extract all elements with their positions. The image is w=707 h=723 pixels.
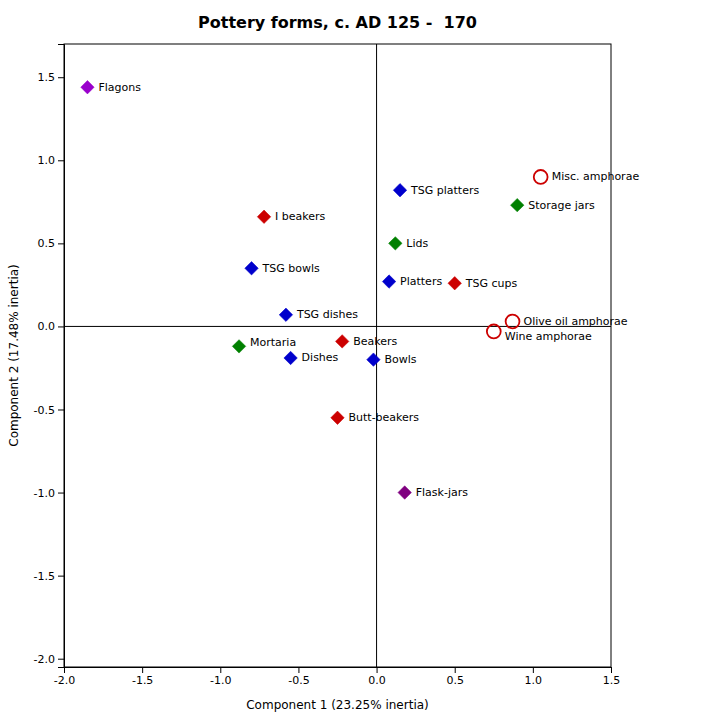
tick-mark [533, 667, 534, 673]
point-labels: Flagons I beakers TSG bowls TSG dishes Morta… [98, 81, 639, 499]
point [245, 262, 258, 275]
tick-label: 1.0 [525, 674, 543, 687]
point [81, 80, 94, 93]
point-label: Platters [400, 275, 442, 288]
point-label: TSG bowls [262, 262, 320, 275]
tick: 1.5 [38, 71, 65, 84]
point-label: TSG platters [410, 184, 479, 197]
tick-mark [58, 409, 64, 410]
tick-mark [377, 667, 378, 673]
tick-label: 1.0 [38, 154, 56, 167]
point [534, 170, 548, 184]
tick-mark [58, 659, 64, 660]
tick-mark [58, 160, 64, 161]
x-axis: -2.0 -1.5 -1.0 -0.5 0.0 0.5 1.0 1.5 [54, 667, 620, 687]
points [81, 80, 548, 499]
tick: 1.0 [38, 154, 65, 167]
point [335, 335, 348, 348]
tick: -1.0 [34, 487, 64, 500]
point [393, 183, 406, 196]
point [511, 198, 524, 211]
tick: -0.5 [34, 404, 64, 417]
point-label: Bowls [384, 353, 416, 366]
point-label: Flask-jars [416, 486, 469, 499]
y-axis-title: Component 2 (17.48% inertia) [7, 264, 21, 447]
tick-label: -0.5 [288, 674, 309, 687]
tick-label: 1.5 [38, 71, 56, 84]
tick-label: -1.5 [34, 570, 55, 583]
tick-label: -1.0 [210, 674, 231, 687]
tick-mark [220, 667, 221, 673]
point [389, 237, 402, 250]
y-axis: -2.0 -1.5 -1.0 -0.5 0.0 0.5 1.0 1.5 [34, 45, 65, 668]
point-label: Beakers [353, 335, 397, 348]
point [331, 411, 344, 424]
plot-frame [64, 44, 611, 667]
tick: -1.0 [210, 667, 231, 687]
tick-label: 1.5 [603, 674, 621, 687]
point-label: TSG cups [465, 277, 518, 290]
point-label: TSG dishes [296, 308, 358, 321]
tick-mark [455, 667, 456, 673]
tick-label: -1.5 [132, 674, 153, 687]
point-label: Olive oil amphorae [524, 315, 628, 328]
tick: 0.0 [368, 667, 386, 687]
point-label: Lids [406, 237, 428, 250]
tick-label: 0.5 [38, 237, 56, 250]
tick: 0.5 [446, 667, 464, 687]
tick-label: -0.5 [34, 404, 55, 417]
tick-mark [58, 243, 64, 244]
point-label: Mortaria [250, 336, 296, 349]
point [257, 210, 270, 223]
point [448, 277, 461, 290]
tick: 0.0 [38, 320, 65, 333]
point [284, 351, 297, 364]
point [506, 315, 520, 329]
title: Pottery forms, c. AD 125 - 170 [198, 13, 477, 32]
point [487, 324, 501, 338]
point-label: Flagons [98, 81, 141, 94]
point-label: Dishes [302, 351, 339, 364]
point [232, 340, 245, 353]
tick: -1.5 [132, 667, 153, 687]
point [367, 353, 380, 366]
point-label: Wine amphorae [505, 330, 592, 343]
point-label: Misc. amphorae [552, 170, 640, 183]
tick: 0.5 [38, 237, 65, 250]
tick-label: 0.0 [368, 674, 386, 687]
tick-label: 0.0 [38, 320, 56, 333]
tick-mark [58, 77, 64, 78]
tick-label: -1.0 [34, 487, 55, 500]
axis-line [65, 668, 612, 674]
point [398, 486, 411, 499]
tick-label: -2.0 [34, 653, 55, 666]
tick-label: -2.0 [54, 674, 75, 687]
chart: -2.0 -1.5 -1.0 -0.5 0.0 0.5 1.0 1.5 -2.0 -1.5 -1.0… [0, 0, 707, 723]
tick-mark [58, 493, 64, 494]
point [382, 275, 395, 288]
tick: -2.0 [34, 653, 64, 666]
tick-mark [58, 326, 64, 327]
tick: 1.0 [525, 667, 543, 687]
tick: -1.5 [34, 570, 64, 583]
tick-mark [142, 667, 143, 673]
tick-label: 0.5 [446, 674, 464, 687]
point-label: Storage jars [528, 199, 595, 212]
point-label: I beakers [275, 210, 325, 223]
point [279, 308, 292, 321]
tick-mark [611, 667, 612, 673]
tick-mark [298, 667, 299, 673]
zero-lines [64, 44, 611, 667]
tick-mark [58, 576, 64, 577]
x-axis-title: Component 1 (23.25% inertia) [246, 698, 429, 712]
tick: -2.0 [54, 667, 75, 687]
point-label: Butt-beakers [349, 411, 420, 424]
tick: 1.5 [603, 667, 621, 687]
tick: -0.5 [288, 667, 309, 687]
